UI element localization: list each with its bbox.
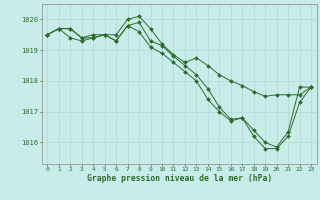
X-axis label: Graphe pression niveau de la mer (hPa): Graphe pression niveau de la mer (hPa) (87, 174, 272, 183)
